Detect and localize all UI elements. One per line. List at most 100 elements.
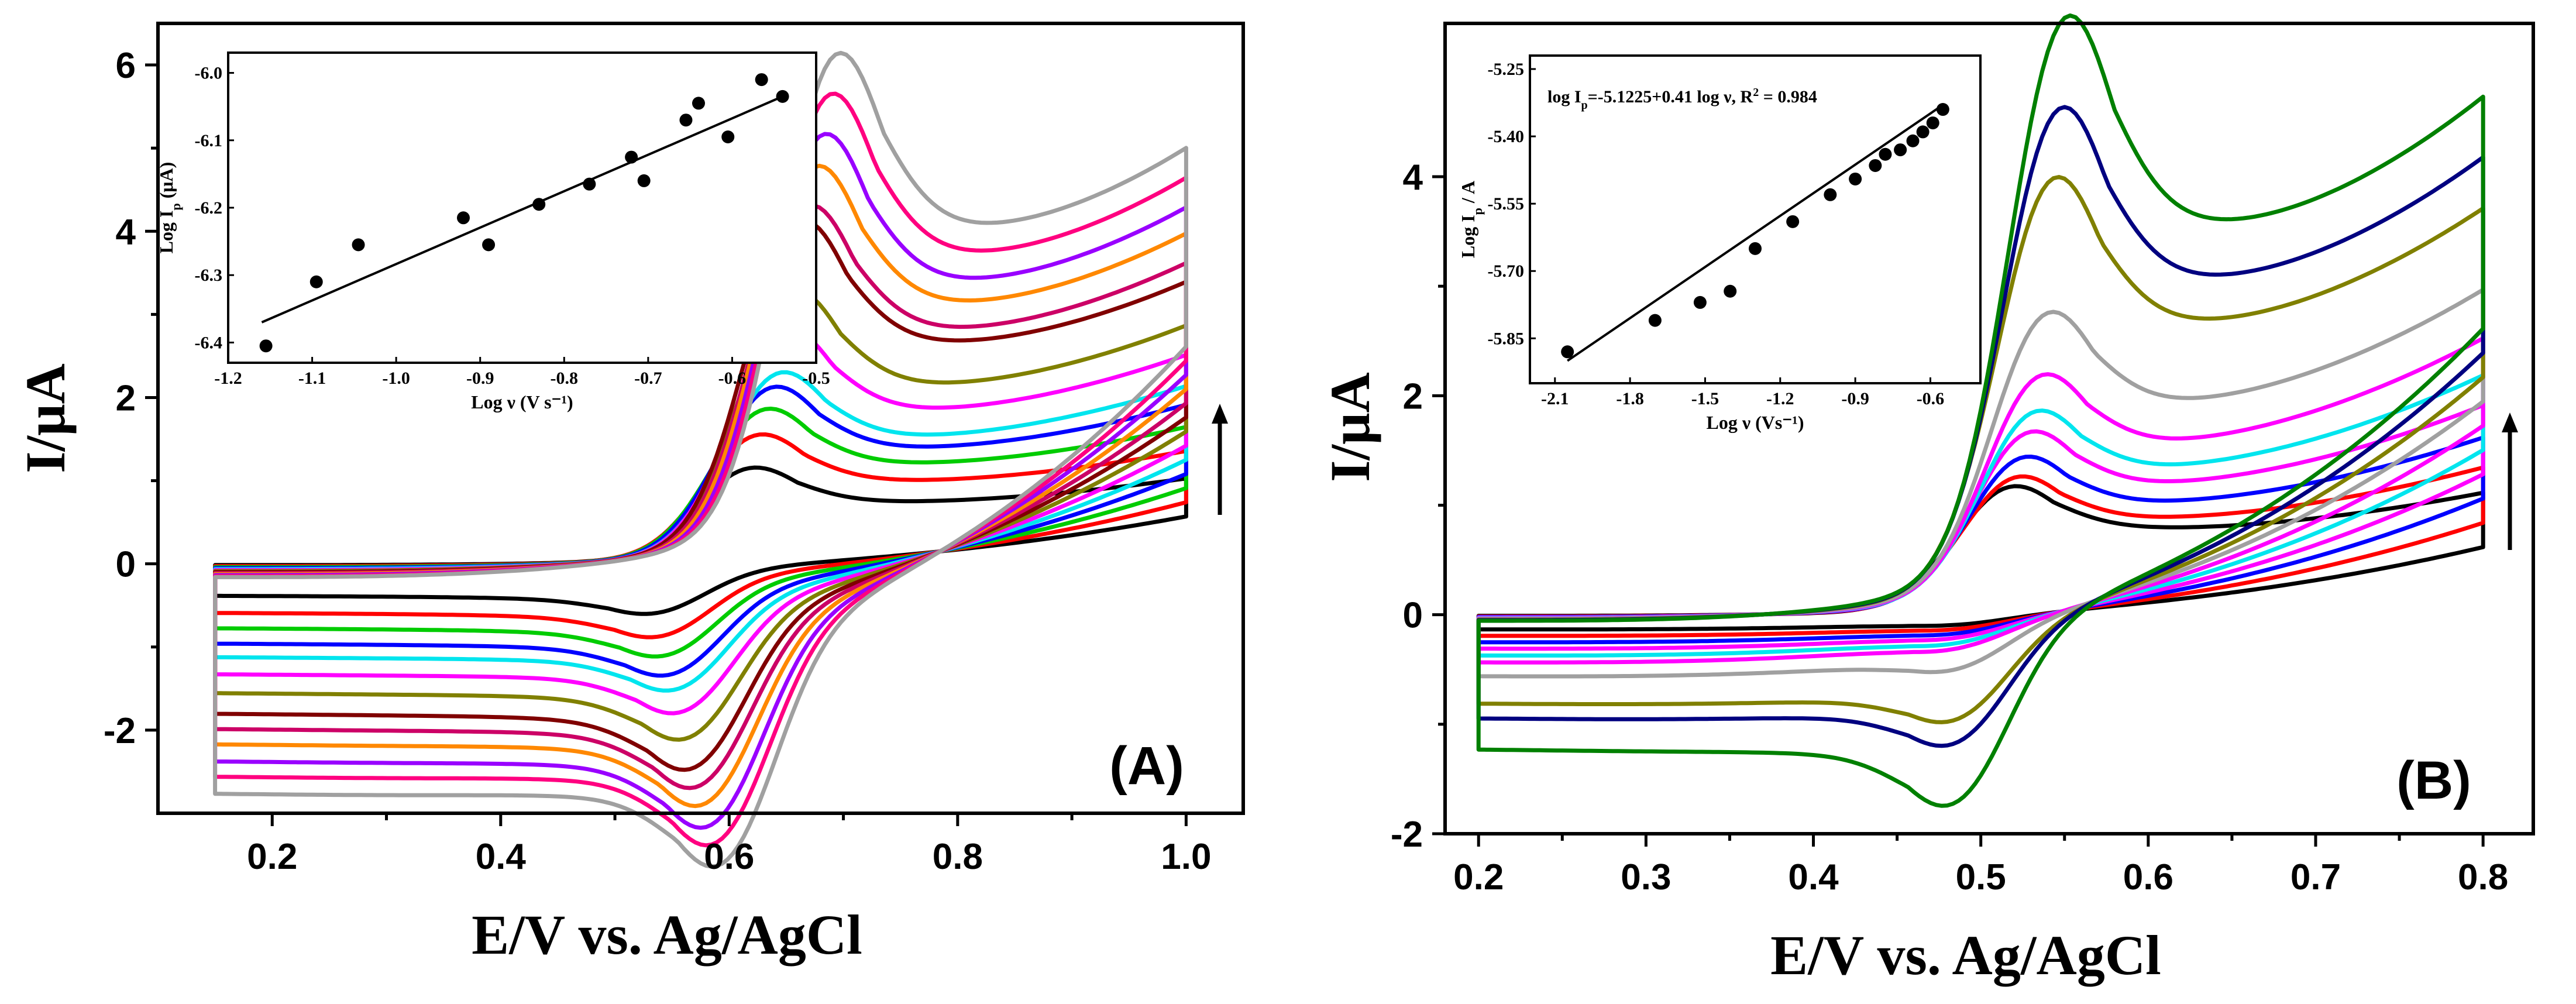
inset-data-point xyxy=(1648,314,1662,327)
inset-data-point xyxy=(532,198,546,211)
x-tick-label: 0.2 xyxy=(247,837,297,877)
x-tick-label: 0.6 xyxy=(704,837,754,877)
cv-curve-2 xyxy=(213,432,1188,639)
inset-x-tick-label: -1.5 xyxy=(1691,389,1719,408)
inset-data-point xyxy=(352,238,365,252)
inset-data-point xyxy=(1894,143,1907,157)
x-tick-label: 0.8 xyxy=(2458,857,2508,898)
inset-data-point xyxy=(482,238,496,252)
y-tick-label: 6 xyxy=(116,46,136,86)
inset-x-tick-label: -0.8 xyxy=(551,369,579,388)
x-tick-label: 1.0 xyxy=(1161,837,1211,877)
y-tick-label: 0 xyxy=(1403,596,1423,636)
inset-y-axis-title: Log Ip / A xyxy=(1457,181,1485,258)
x-axis-title: E/V vs. Ag/AgCl xyxy=(1770,924,2161,986)
inset-x-tick-label: -1.2 xyxy=(1766,389,1794,408)
inset-chart: -1.2 -1.1 -1.0 -0.9 -0.8 -0.7 -0.6 -0.5 -6.0 -6.1… xyxy=(156,51,830,412)
inset-data-point xyxy=(637,174,651,187)
inset-fit-line xyxy=(261,95,783,324)
inset-data-point xyxy=(1724,284,1737,298)
inset-y-tick-label: -5.25 xyxy=(1488,60,1525,79)
cv-curves xyxy=(213,50,1188,869)
plot-frame xyxy=(156,22,1245,815)
inset-data-point xyxy=(1926,116,1939,130)
y-axis-title: I/μA xyxy=(14,363,77,473)
plot-frame xyxy=(1443,22,2535,835)
inset-data-point xyxy=(721,130,735,144)
inset-data-point xyxy=(1824,188,1837,201)
inset-data-point xyxy=(776,90,789,103)
scan-rate-arrow xyxy=(2502,412,2518,550)
inset-y-tick-label: -5.70 xyxy=(1488,262,1525,281)
inset-x-tick-label: -1.8 xyxy=(1616,389,1644,408)
inset-y-tick-label: -6.3 xyxy=(195,266,223,285)
inset-data-point xyxy=(679,114,693,127)
inset-x-tick-label: -2.1 xyxy=(1541,389,1569,408)
inset-data-point xyxy=(583,177,596,191)
y-tick-label: -2 xyxy=(104,711,136,751)
inset-x-tick-label: -0.6 xyxy=(718,369,747,388)
inset-data-point xyxy=(1879,147,1892,161)
panel-label: (B) xyxy=(2396,751,2471,810)
y-tick-label: -2 xyxy=(1391,814,1423,855)
panel-a-chart: 0.2 0.4 0.6 0.8 1.0 -2 0 2 4 6 E/V vs. Ag/AgCl I/μA… xyxy=(14,22,1245,966)
inset-data-point xyxy=(625,150,638,164)
x-tick-label: 0.7 xyxy=(2290,857,2341,898)
inset-x-tick-label: -1.2 xyxy=(214,369,242,388)
inset-y-tick-label: -6.1 xyxy=(195,131,223,150)
x-tick-label: 0.4 xyxy=(476,837,527,877)
x-tick-label: 0.5 xyxy=(1956,857,2006,898)
inset-data-point xyxy=(457,211,470,225)
inset-data-point xyxy=(1916,125,1930,139)
inset-data-point xyxy=(692,97,705,110)
inset-frame xyxy=(227,51,817,364)
inset-data-point xyxy=(1869,159,1882,172)
inset-data-point xyxy=(1849,172,1862,185)
inset-y-tick-label: -5.85 xyxy=(1488,329,1525,348)
inset-x-axis-title: Log ν (V s⁻¹) xyxy=(471,391,573,412)
inset-y-tick-label: -5.40 xyxy=(1488,127,1525,146)
inset-data-point xyxy=(309,275,323,288)
y-tick-label: 2 xyxy=(1403,376,1423,417)
y-tick-label: 4 xyxy=(1403,157,1423,198)
x-tick-label: 0.6 xyxy=(2123,857,2173,898)
scan-rate-arrow xyxy=(1212,404,1228,515)
inset-x-tick-label: -0.9 xyxy=(1841,389,1869,408)
y-tick-label: 4 xyxy=(116,212,136,252)
inset-data-point xyxy=(1936,103,1949,116)
inset-chart: -2.1 -1.8 -1.5 -1.2 -0.9 -0.6 -5.25 -5.40 -5.55 -… xyxy=(1457,54,1982,433)
cv-curves xyxy=(1476,13,2485,808)
inset-x-tick-label: -0.7 xyxy=(634,369,662,388)
inset-data-point xyxy=(259,339,273,353)
inset-y-tick-label: -5.55 xyxy=(1488,194,1525,214)
panel-label: (A) xyxy=(1109,736,1184,796)
inset-data-point xyxy=(1693,295,1707,309)
inset-x-tick-label: -0.5 xyxy=(802,369,830,388)
x-axis-title: E/V vs. Ag/AgCl xyxy=(472,903,862,966)
inset-y-tick-label: -6.0 xyxy=(195,64,223,83)
inset-data-point xyxy=(1561,345,1574,359)
inset-x-tick-label: -1.0 xyxy=(382,369,410,388)
inset-frame xyxy=(1529,54,1982,384)
inset-data-point xyxy=(1749,242,1762,255)
y-tick-label: 2 xyxy=(116,378,136,418)
x-tick-label: 0.4 xyxy=(1788,857,1839,898)
inset-data-point xyxy=(1786,215,1800,228)
inset-data-point xyxy=(755,73,768,87)
inset-x-tick-label: -0.6 xyxy=(1917,389,1945,408)
panel-b-chart: 0.2 0.3 0.4 0.5 0.6 0.7 0.8 -2 0 2 4 E/V vs. Ag/AgC… xyxy=(1319,13,2535,986)
inset-y-tick-label: -6.2 xyxy=(195,198,223,218)
inset-fit-line xyxy=(1567,104,1944,362)
cv-curve-10 xyxy=(1476,13,2485,808)
inset-y-tick-label: -6.4 xyxy=(195,333,223,352)
inset-x-axis-title: Log ν (Vs⁻¹) xyxy=(1707,412,1804,433)
x-tick-label: 0.3 xyxy=(1621,857,1671,898)
x-tick-label: 0.2 xyxy=(1453,857,1504,898)
inset-x-tick-label: -0.9 xyxy=(466,369,494,388)
y-tick-label: 0 xyxy=(116,545,136,585)
cv-curve-13 xyxy=(213,50,1188,869)
x-tick-label: 0.8 xyxy=(933,837,983,877)
inset-data-point xyxy=(1906,134,1920,147)
y-axis-title: I/μA xyxy=(1319,372,1381,482)
